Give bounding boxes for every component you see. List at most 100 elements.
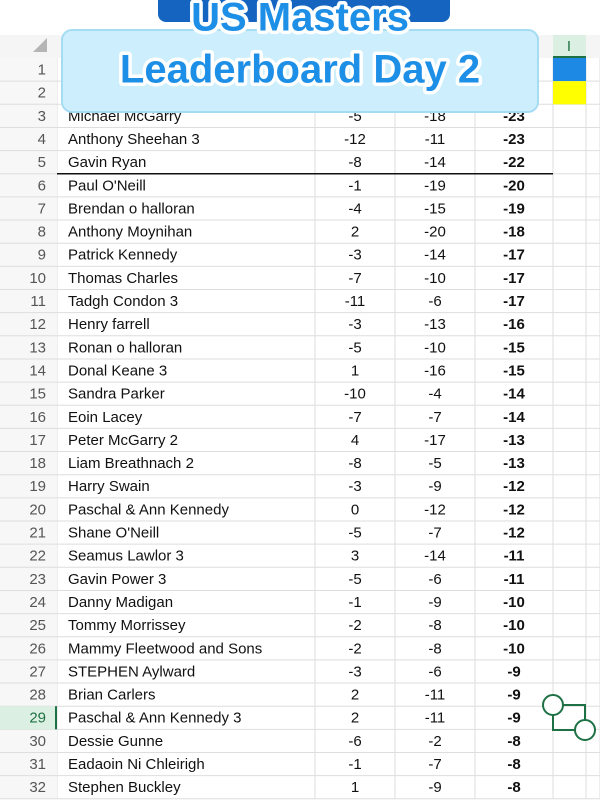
cell-fill [553, 81, 586, 105]
row-header-label[interactable]: 9 [38, 247, 46, 264]
row-header-label[interactable]: 14 [29, 362, 46, 379]
player-name: Thomas Charles [68, 270, 178, 287]
player-name: Donal Keane 3 [68, 362, 167, 379]
score-round: -11 [425, 710, 446, 727]
row-header-label[interactable]: 17 [29, 432, 46, 449]
row-header-label[interactable]: 16 [29, 409, 46, 426]
score-round: -11 [425, 687, 446, 704]
row-header-selected [0, 706, 57, 730]
score-round: -1 [348, 756, 361, 773]
row-header-label[interactable]: 19 [29, 478, 46, 495]
score-round: -3 [348, 663, 361, 680]
select-all[interactable] [33, 38, 47, 52]
player-name: Mammy Fleetwood and Sons [68, 640, 262, 657]
score-round: -2 [428, 733, 441, 750]
score-total: -16 [503, 316, 525, 333]
score-round: -14 [424, 548, 446, 565]
column-header-label: I [567, 38, 571, 55]
column-header-cell[interactable] [553, 35, 586, 58]
score-total: -23 [503, 131, 525, 148]
score-round: -12 [424, 501, 446, 518]
row-header-label[interactable]: 30 [29, 733, 46, 750]
player-name: Ronan o halloran [68, 339, 182, 356]
score-round: 1 [351, 362, 359, 379]
row-header-label[interactable]: 5 [38, 154, 46, 171]
score-round: -10 [424, 270, 446, 287]
title-line: US Masters [191, 0, 409, 40]
score-total: -8 [507, 756, 520, 773]
score-total: -14 [503, 386, 525, 403]
score-round: -3 [348, 478, 361, 495]
score-round: -6 [348, 733, 361, 750]
score-total: -8 [507, 733, 520, 750]
row-header-label[interactable]: 25 [29, 617, 46, 634]
row-header-label[interactable]: 15 [29, 386, 46, 403]
score-round: -3 [348, 247, 361, 264]
selection-handle[interactable] [542, 694, 596, 741]
player-name: Liam Breathnach 2 [68, 455, 194, 472]
row-header-label[interactable]: 27 [29, 663, 46, 680]
row-header-label[interactable]: 3 [38, 108, 46, 125]
score-round: -14 [424, 247, 446, 264]
row-header-label[interactable]: 28 [29, 687, 46, 704]
player-name: Eadaoin Ni Chleirigh [68, 756, 205, 773]
player-name: Tommy Morrissey [68, 617, 186, 634]
row-header-label[interactable]: 21 [29, 525, 46, 542]
score-total: -15 [503, 339, 525, 356]
player-name: Paschal & Ann Kennedy [68, 501, 229, 518]
score-round: -15 [424, 200, 446, 217]
score-total: -10 [503, 617, 525, 634]
score-total: -11 [504, 548, 525, 565]
score-round: -6 [428, 663, 441, 680]
row-header-label[interactable]: 11 [30, 293, 46, 310]
score-round: 2 [351, 687, 359, 704]
row-header-label[interactable]: 29 [29, 710, 46, 727]
row-header-label[interactable]: 6 [38, 177, 46, 194]
selection-knob[interactable] [574, 719, 596, 741]
score-round: -13 [424, 316, 446, 333]
row-header-label[interactable]: 13 [29, 339, 46, 356]
row-header-label[interactable]: 22 [29, 548, 46, 565]
row-header-label[interactable]: 1 [38, 62, 46, 79]
score-round: 1 [351, 779, 359, 796]
player-name: Patrick Kennedy [68, 247, 178, 264]
row-header-label[interactable]: 2 [38, 85, 46, 102]
player-name: STEPHEN Aylward [68, 663, 195, 680]
row-header-label[interactable]: 23 [29, 571, 46, 588]
selection-knob[interactable] [542, 694, 564, 716]
score-round: -14 [424, 154, 446, 171]
score-round: -10 [344, 386, 366, 403]
row-header-label[interactable]: 7 [38, 200, 46, 217]
row-header-label[interactable]: 8 [38, 224, 46, 241]
row-header-label[interactable]: 10 [29, 270, 46, 287]
score-round: -2 [348, 640, 361, 657]
score-round: -20 [424, 224, 446, 241]
row-header-label[interactable]: 26 [29, 640, 46, 657]
title-tab [158, 0, 450, 22]
score-round: -5 [428, 455, 441, 472]
player-name: Peter McGarry 2 [68, 432, 178, 449]
score-round: -12 [344, 131, 366, 148]
score-round: -9 [428, 779, 441, 796]
score-round: -9 [428, 478, 441, 495]
selection-box [552, 704, 586, 731]
player-name: Anthony Moynihan [68, 224, 192, 241]
row-header-label[interactable]: 32 [29, 779, 46, 796]
score-round: -6 [428, 293, 441, 310]
row-header-label[interactable]: 24 [29, 594, 46, 611]
player-name: Tadgh Condon 3 [68, 293, 178, 310]
player-name: Eoin Lacey [68, 409, 143, 426]
row-header-label[interactable]: 20 [29, 501, 46, 518]
row-header-label[interactable]: 31 [29, 756, 46, 773]
score-total: -12 [503, 478, 525, 495]
row-header-label[interactable]: 12 [29, 316, 46, 333]
row-header-label[interactable]: 4 [38, 131, 46, 148]
score-round: 4 [351, 432, 359, 449]
score-total: -13 [503, 432, 525, 449]
row-header-label[interactable]: 18 [29, 455, 46, 472]
score-round: -10 [424, 339, 446, 356]
player-name: Harry Swain [68, 478, 150, 495]
